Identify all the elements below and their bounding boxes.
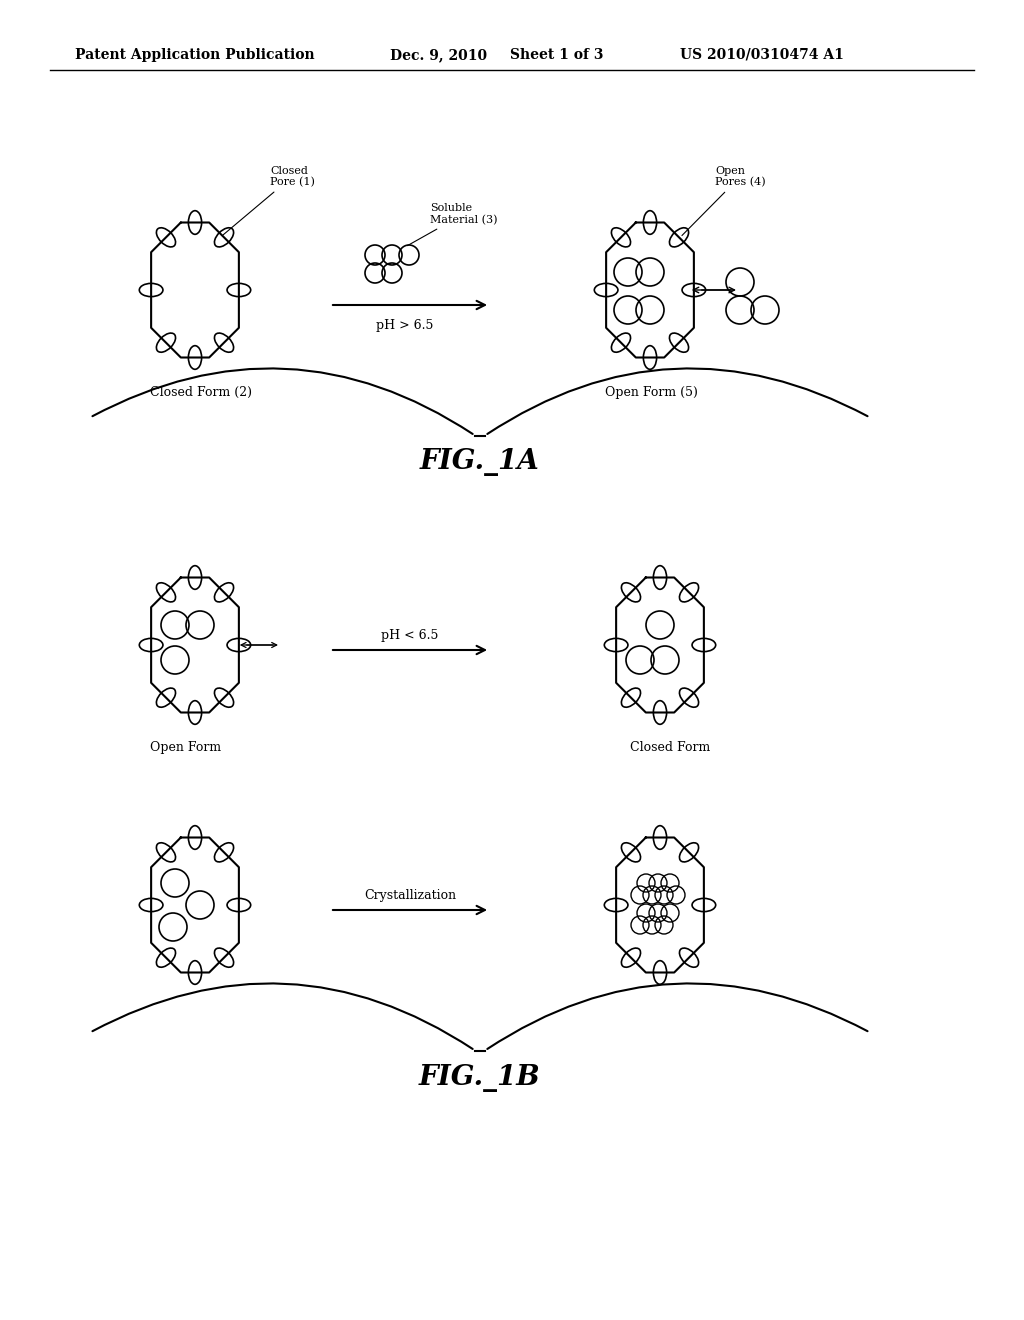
Text: FIG._1B: FIG._1B (419, 1064, 541, 1092)
Ellipse shape (622, 688, 641, 708)
Ellipse shape (611, 333, 631, 352)
Ellipse shape (227, 284, 251, 297)
Ellipse shape (188, 211, 202, 235)
Ellipse shape (680, 842, 698, 862)
Ellipse shape (157, 333, 175, 352)
Ellipse shape (214, 842, 233, 862)
Text: Patent Application Publication: Patent Application Publication (75, 48, 314, 62)
Ellipse shape (227, 639, 251, 652)
Ellipse shape (214, 948, 233, 968)
Ellipse shape (139, 639, 163, 652)
Ellipse shape (594, 284, 617, 297)
Ellipse shape (622, 582, 641, 602)
Ellipse shape (680, 948, 698, 968)
Ellipse shape (622, 948, 641, 968)
Ellipse shape (188, 961, 202, 985)
Text: Closed Form: Closed Form (630, 741, 711, 754)
Ellipse shape (643, 211, 656, 235)
Text: FIG._1A: FIG._1A (420, 449, 540, 477)
Ellipse shape (139, 899, 163, 912)
Text: Open Form: Open Form (150, 741, 221, 754)
Text: pH > 6.5: pH > 6.5 (376, 318, 434, 331)
Ellipse shape (214, 333, 233, 352)
Text: Open
Pores (4): Open Pores (4) (682, 165, 766, 235)
Ellipse shape (670, 228, 688, 247)
Ellipse shape (670, 333, 688, 352)
Text: Crystallization: Crystallization (364, 888, 456, 902)
Ellipse shape (680, 582, 698, 602)
Ellipse shape (157, 688, 175, 708)
Ellipse shape (214, 582, 233, 602)
Ellipse shape (643, 346, 656, 370)
Text: Soluble
Material (3): Soluble Material (3) (408, 203, 498, 246)
Ellipse shape (682, 284, 706, 297)
Ellipse shape (188, 566, 202, 589)
Ellipse shape (653, 826, 667, 849)
Text: Sheet 1 of 3: Sheet 1 of 3 (510, 48, 603, 62)
Ellipse shape (604, 899, 628, 912)
Ellipse shape (653, 961, 667, 985)
Ellipse shape (214, 688, 233, 708)
Ellipse shape (227, 899, 251, 912)
Text: Dec. 9, 2010: Dec. 9, 2010 (390, 48, 487, 62)
Ellipse shape (188, 346, 202, 370)
Text: pH < 6.5: pH < 6.5 (381, 628, 438, 642)
Ellipse shape (611, 228, 631, 247)
Ellipse shape (157, 842, 175, 862)
Ellipse shape (188, 701, 202, 725)
Ellipse shape (680, 688, 698, 708)
Ellipse shape (622, 842, 641, 862)
Ellipse shape (653, 566, 667, 589)
Ellipse shape (157, 582, 175, 602)
Ellipse shape (653, 701, 667, 725)
Text: Closed Form (2): Closed Form (2) (150, 385, 252, 399)
Ellipse shape (188, 826, 202, 849)
Ellipse shape (157, 948, 175, 968)
Ellipse shape (692, 899, 716, 912)
Ellipse shape (157, 228, 175, 247)
Text: US 2010/0310474 A1: US 2010/0310474 A1 (680, 48, 844, 62)
Ellipse shape (139, 284, 163, 297)
Ellipse shape (692, 639, 716, 652)
Ellipse shape (604, 639, 628, 652)
Text: Open Form (5): Open Form (5) (605, 385, 698, 399)
Text: Closed
Pore (1): Closed Pore (1) (222, 165, 314, 236)
Ellipse shape (214, 228, 233, 247)
